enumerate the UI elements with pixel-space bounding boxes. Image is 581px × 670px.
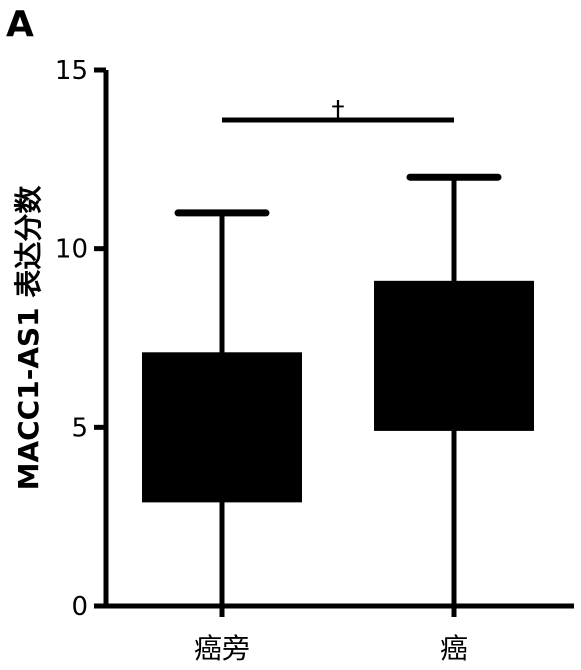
significance-annotation: † [222,96,454,126]
box-2 [374,173,534,609]
x-tick-labels: 癌旁 癌 [194,606,468,665]
y-ticks: 0 5 10 15 [55,56,106,622]
y-axis-label: MACC1-AS1 表达分数 [12,185,45,491]
boxes [142,173,534,609]
panel-letter: A [6,4,34,45]
x-tick-label: 癌 [440,632,468,665]
y-tick-label: 10 [55,235,88,265]
significance-symbol: † [332,96,345,126]
box-1 [142,209,302,609]
y-tick-label: 15 [55,56,88,86]
x-tick-label: 癌旁 [194,632,250,665]
y-tick-label: 5 [71,413,88,443]
box-iqr [142,352,302,503]
y-tick-label: 0 [71,592,88,622]
box-iqr [374,280,534,431]
